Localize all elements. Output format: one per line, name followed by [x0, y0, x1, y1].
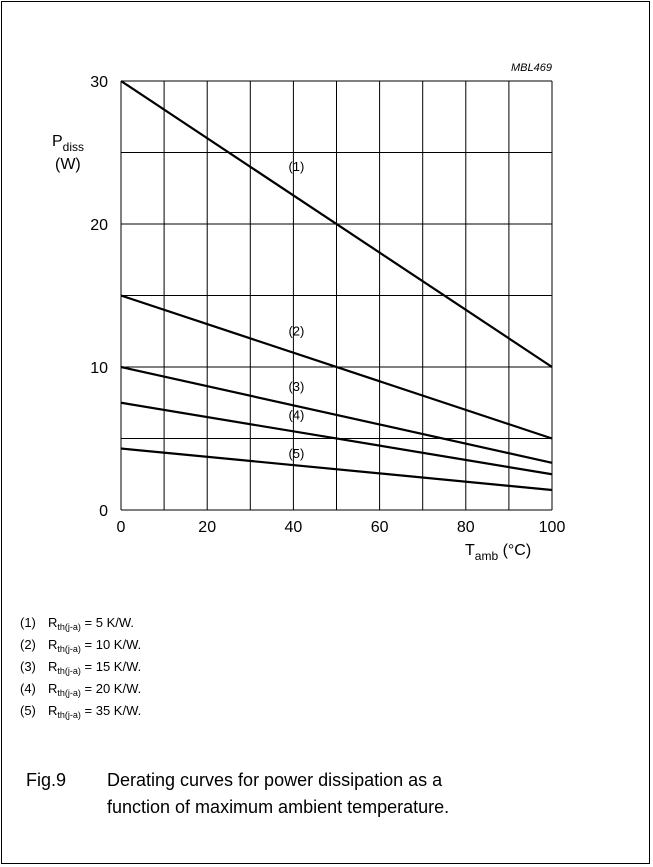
x-tick-label: 60: [371, 519, 389, 536]
note-item: (2) Rth(j-a) = 10 K/W.: [20, 634, 141, 656]
note-symbol: R: [48, 615, 58, 630]
y-axis-unit: (W): [55, 156, 81, 173]
note-symbol: R: [48, 703, 58, 718]
figure-code: MBL469: [511, 62, 552, 74]
note-value: = 5 K/W.: [80, 615, 135, 630]
y-tick-label: 30: [90, 74, 108, 91]
note-item: (1) Rth(j-a) = 5 K/W.: [20, 612, 141, 634]
note-number: (3): [20, 659, 36, 674]
y-axis-title: Pdiss: [52, 133, 84, 154]
y-tick-label: 20: [90, 217, 108, 234]
note-item: (5) Rth(j-a) = 35 K/W.: [20, 700, 141, 722]
curve-line: [120, 80, 553, 368]
curve-label: (1): [288, 159, 304, 174]
note-subscript: th(j-a): [57, 622, 81, 632]
note-number: (2): [20, 637, 36, 652]
derating-chart: (1) (2) (3) (4) (5) 0 20 40 60 80 100 0 10 20 30 MBL469…: [52, 62, 565, 563]
note-item: (4) Rth(j-a) = 20 K/W.: [20, 678, 141, 700]
curve-label: (5): [288, 446, 304, 461]
x-tick-label: 0: [117, 519, 126, 536]
note-subscript: th(j-a): [57, 710, 81, 720]
note-number: (4): [20, 681, 36, 696]
x-tick-label: 80: [457, 519, 475, 536]
grid: [120, 80, 553, 511]
caption-line-1: Derating curves for power dissipation as…: [107, 770, 443, 790]
note-item: (3) Rth(j-a) = 15 K/W.: [20, 656, 141, 678]
curve-line: [120, 294, 553, 440]
figure-number: Fig.9: [26, 770, 67, 790]
curve-label: (2): [288, 323, 304, 338]
curve-line: [120, 401, 553, 476]
caption-line-2: function of maximum ambient temperature.: [107, 797, 450, 817]
note-symbol: R: [48, 681, 58, 696]
curve-label: (4): [288, 408, 304, 423]
x-tick-label: 40: [285, 519, 303, 536]
note-subscript: th(j-a): [57, 688, 81, 698]
curves: [120, 80, 553, 492]
curve-label: (3): [288, 379, 304, 394]
note-subscript: th(j-a): [57, 644, 81, 654]
note-number: (1): [20, 615, 36, 630]
note-value: = 35 K/W.: [80, 703, 142, 718]
labels: (1) (2) (3) (4) (5) 0 20 40 60 80 100 0 10 20 30 MBL469…: [52, 62, 565, 563]
note-symbol: R: [48, 659, 58, 674]
legend-notes: (1) Rth(j-a) = 5 K/W. (2) Rth(j-a) = 10 K/W…: [20, 612, 141, 722]
note-value: = 20 K/W.: [80, 681, 142, 696]
y-tick-label: 10: [90, 360, 108, 377]
curve-line: [120, 365, 553, 464]
note-value: = 10 K/W.: [80, 637, 142, 652]
x-tick-label: 20: [198, 519, 216, 536]
note-subscript: th(j-a): [57, 666, 81, 676]
note-number: (5): [20, 703, 36, 718]
note-symbol: R: [48, 637, 58, 652]
y-tick-label: 0: [99, 503, 108, 520]
curve-line: [120, 447, 553, 492]
figure-caption: Fig.9 Derating curves for power dissipati…: [26, 767, 449, 821]
note-value: = 15 K/W.: [80, 659, 142, 674]
x-tick-label: 100: [539, 519, 566, 536]
x-axis-title: Tamb (°C): [465, 542, 531, 563]
